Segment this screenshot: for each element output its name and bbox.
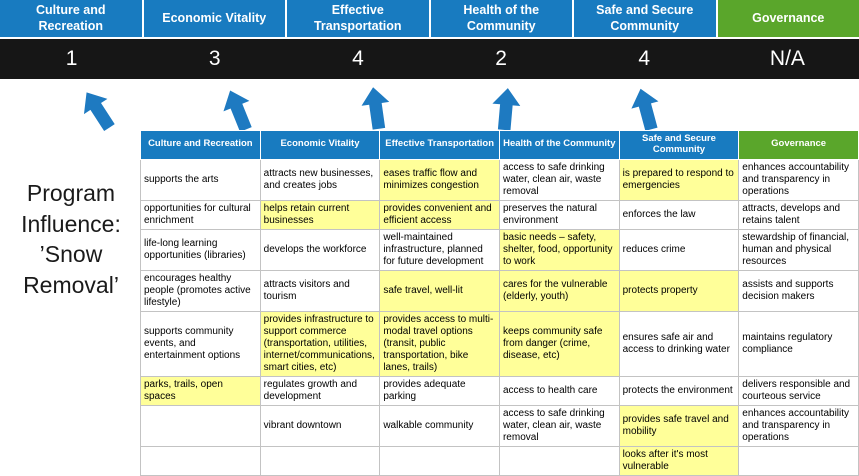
matrix-cell: eases traffic flow and minimizes congest… bbox=[380, 159, 500, 200]
matrix-cell: attracts new businesses, and creates job… bbox=[260, 159, 380, 200]
matrix-cell: provides infrastructure to support comme… bbox=[260, 311, 380, 376]
up-arrow-icon bbox=[490, 85, 522, 133]
matrix-cell: safe travel, well-lit bbox=[380, 270, 500, 311]
matrix-cell: encourages healthy people (promotes acti… bbox=[141, 270, 261, 311]
matrix-header-economic-vitality: Economic Vitality bbox=[260, 131, 380, 160]
matrix-row: supports community events, and entertain… bbox=[141, 311, 859, 376]
matrix-cell: stewardship of financial, human and phys… bbox=[739, 229, 859, 270]
matrix-cell: attracts visitors and tourism bbox=[260, 270, 380, 311]
matrix-cell: keeps community safe from danger (crime,… bbox=[499, 311, 619, 376]
score-value-governance: N/A bbox=[716, 39, 859, 79]
matrix-cell: access to health care bbox=[499, 376, 619, 405]
score-value-effective-transportation: 4 bbox=[286, 39, 429, 79]
matrix-cell: vibrant downtown bbox=[260, 405, 380, 446]
category-header-governance: Governance bbox=[718, 0, 859, 37]
matrix-cell: develops the workforce bbox=[260, 229, 380, 270]
matrix-header-culture-and-recreation: Culture and Recreation bbox=[141, 131, 261, 160]
category-header-safe-and-secure-community: Safe and Secure Community bbox=[574, 0, 716, 37]
matrix-cell: protects the environment bbox=[619, 376, 739, 405]
matrix-row: encourages healthy people (promotes acti… bbox=[141, 270, 859, 311]
matrix-header-health-of-the-community: Health of the Community bbox=[499, 131, 619, 160]
matrix-cell: provides convenient and efficient access bbox=[380, 200, 500, 229]
matrix-cell: protects property bbox=[619, 270, 739, 311]
matrix-cell: helps retain current businesses bbox=[260, 200, 380, 229]
matrix-cell: enhances accountability and transparency… bbox=[739, 405, 859, 446]
matrix-row: looks after it's most vulnerable bbox=[141, 446, 859, 475]
matrix-cell: reduces crime bbox=[619, 229, 739, 270]
matrix-header-governance: Governance bbox=[739, 131, 859, 160]
matrix-cell: delivers responsible and courteous servi… bbox=[739, 376, 859, 405]
score-value-culture-and-recreation: 1 bbox=[0, 39, 143, 79]
matrix-cell: regulates growth and development bbox=[260, 376, 380, 405]
matrix-cell: opportunities for cultural enrichment bbox=[141, 200, 261, 229]
matrix-cell: attracts, develops and retains talent bbox=[739, 200, 859, 229]
matrix-cell: supports the arts bbox=[141, 159, 261, 200]
matrix-cell: basic needs – safety, shelter, food, opp… bbox=[499, 229, 619, 270]
category-header-culture-and-recreation: Culture and Recreation bbox=[0, 0, 142, 37]
matrix-cell: enforces the law bbox=[619, 200, 739, 229]
page-title: Program Influence: ’Snow Removal’ bbox=[2, 178, 140, 300]
matrix-cell: enhances accountability and transparency… bbox=[739, 159, 859, 200]
category-header-health-of-the-community: Health of the Community bbox=[431, 0, 573, 37]
matrix-header-effective-transportation: Effective Transportation bbox=[380, 131, 500, 160]
matrix-cell: looks after it's most vulnerable bbox=[619, 446, 739, 475]
matrix-row: life-long learning opportunities (librar… bbox=[141, 229, 859, 270]
matrix-cell: parks, trails, open spaces bbox=[141, 376, 261, 405]
matrix-header-safe-and-secure-community: Safe and Secure Community bbox=[619, 131, 739, 160]
matrix-cell: well-maintained infrastructure, planned … bbox=[380, 229, 500, 270]
matrix-cell bbox=[260, 446, 380, 475]
matrix-cell bbox=[141, 405, 261, 446]
matrix-cell: ensures safe air and access to drinking … bbox=[619, 311, 739, 376]
category-header-economic-vitality: Economic Vitality bbox=[144, 0, 286, 37]
score-value-safe-and-secure-community: 4 bbox=[573, 39, 716, 79]
matrix-cell: walkable community bbox=[380, 405, 500, 446]
matrix-cell: assists and supports decision makers bbox=[739, 270, 859, 311]
matrix-cell: life-long learning opportunities (librar… bbox=[141, 229, 261, 270]
matrix-cell bbox=[739, 446, 859, 475]
up-arrow-icon bbox=[627, 83, 666, 135]
score-value-economic-vitality: 3 bbox=[143, 39, 286, 79]
matrix-cell: provides access to multi-modal travel op… bbox=[380, 311, 500, 376]
score-value-health-of-the-community: 2 bbox=[430, 39, 573, 79]
matrix-cell: cares for the vulnerable (elderly, youth… bbox=[499, 270, 619, 311]
up-arrow-icon bbox=[359, 83, 393, 132]
matrix-cell: provides safe travel and mobility bbox=[619, 405, 739, 446]
matrix-cell: is prepared to respond to emergencies bbox=[619, 159, 739, 200]
matrix-cell bbox=[141, 446, 261, 475]
matrix-cell bbox=[380, 446, 500, 475]
matrix-cell: supports community events, and entertain… bbox=[141, 311, 261, 376]
category-header-effective-transportation: Effective Transportation bbox=[287, 0, 429, 37]
matrix-cell: access to safe drinking water, clean air… bbox=[499, 405, 619, 446]
matrix-cell bbox=[499, 446, 619, 475]
up-arrow-icon bbox=[216, 83, 259, 136]
matrix-cell: maintains regulatory compliance bbox=[739, 311, 859, 376]
matrix-cell: access to safe drinking water, clean air… bbox=[499, 159, 619, 200]
up-arrow-icon bbox=[74, 83, 123, 137]
matrix-cell: provides adequate parking bbox=[380, 376, 500, 405]
matrix-cell: preserves the natural environment bbox=[499, 200, 619, 229]
